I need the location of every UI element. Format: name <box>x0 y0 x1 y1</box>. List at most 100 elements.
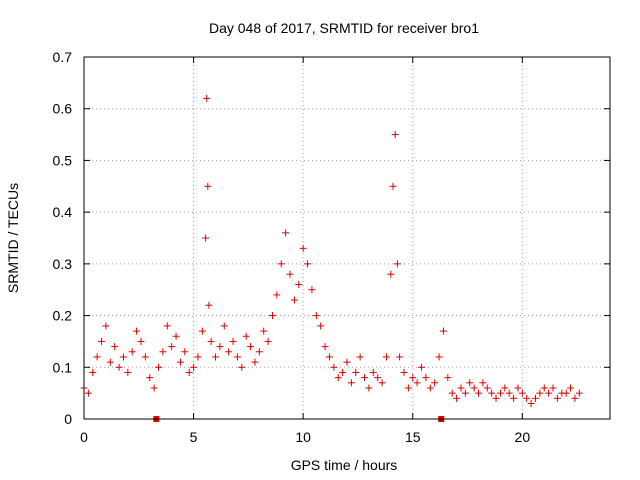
data-point <box>233 353 241 361</box>
data-point <box>389 182 397 190</box>
data-point <box>146 374 154 382</box>
data-point <box>163 322 171 330</box>
tick-layer: 0 0.1 0.2 0.3 0.4 0.5 0.6 0.7 0 5 10 15 20 <box>53 49 610 445</box>
data-point <box>382 353 390 361</box>
plot-frame <box>83 56 611 420</box>
data-point <box>553 394 561 402</box>
data-point <box>435 353 443 361</box>
data-point <box>431 379 439 387</box>
data-point <box>176 358 184 366</box>
data-point <box>299 244 307 252</box>
data-point <box>115 363 123 371</box>
data-point <box>106 358 114 366</box>
data-point <box>150 384 158 392</box>
data-point <box>205 301 213 309</box>
data-point <box>220 322 228 330</box>
data-point <box>168 343 176 351</box>
data-point <box>242 332 250 340</box>
data-point <box>479 379 487 387</box>
data-point <box>304 260 312 268</box>
data-point <box>562 389 570 397</box>
data-point <box>470 384 478 392</box>
data-point <box>448 389 456 397</box>
data-point <box>185 368 193 376</box>
y-tick-label: 0.4 <box>53 204 73 220</box>
data-point <box>238 363 246 371</box>
data-point <box>133 327 141 335</box>
y-tick-label: 0.3 <box>53 256 73 272</box>
data-point <box>365 384 373 392</box>
data-point <box>352 368 360 376</box>
y-tick-label: 0 <box>64 411 72 427</box>
x-tick-label: 10 <box>295 429 311 445</box>
data-point <box>343 358 351 366</box>
data-point <box>98 337 106 345</box>
data-point <box>510 394 518 402</box>
data-point <box>102 322 110 330</box>
data-point <box>461 389 469 397</box>
y-tick-label: 0.7 <box>53 49 73 65</box>
data-point <box>290 296 298 304</box>
data-point <box>536 389 544 397</box>
data-point <box>198 327 206 335</box>
data-point <box>418 363 426 371</box>
data-point <box>247 343 255 351</box>
data-point <box>457 384 465 392</box>
data-point <box>202 234 210 242</box>
data-point <box>159 348 167 356</box>
data-point <box>496 389 504 397</box>
data-point <box>124 368 132 376</box>
data-point <box>483 384 491 392</box>
y-tick-label: 0.2 <box>53 308 73 324</box>
data-point <box>216 343 224 351</box>
data-point <box>575 389 583 397</box>
data-point <box>111 343 119 351</box>
data-point <box>400 368 408 376</box>
data-point <box>439 327 447 335</box>
data-point <box>444 374 452 382</box>
data-point <box>212 353 219 361</box>
data-point <box>567 384 575 392</box>
data-point <box>308 286 316 294</box>
data-point <box>268 312 276 320</box>
data-point <box>356 353 364 361</box>
data-point <box>347 379 355 387</box>
data-point <box>141 353 149 361</box>
data-point <box>251 358 259 366</box>
x-tick-label: 0 <box>80 429 88 445</box>
chart-title: Day 048 of 2017, SRMTID for receiver bro… <box>209 20 479 36</box>
y-axis-label: SRMTID / TECUs <box>5 183 21 293</box>
data-point <box>312 312 320 320</box>
data-point <box>475 389 482 397</box>
data-point <box>89 368 97 376</box>
data-point <box>422 374 430 382</box>
x-tick-label: 5 <box>190 429 198 445</box>
data-point <box>128 348 136 356</box>
data-point <box>505 389 513 397</box>
data-point <box>137 337 145 345</box>
data-point <box>426 384 434 392</box>
data-point <box>571 394 579 402</box>
data-point <box>321 343 329 351</box>
data-point <box>93 353 101 361</box>
data-point <box>330 363 338 371</box>
data-point <box>391 131 399 139</box>
data-point <box>334 374 342 382</box>
data-point <box>514 384 522 392</box>
data-point <box>393 260 401 268</box>
data-point <box>531 394 539 402</box>
data-point <box>527 399 535 407</box>
data-point <box>413 379 421 387</box>
data-point <box>190 363 198 371</box>
data-point <box>225 348 233 356</box>
data-point <box>207 337 215 345</box>
data-point <box>549 384 557 392</box>
data-point <box>361 374 369 382</box>
data-point <box>204 182 212 190</box>
data-point <box>273 291 281 299</box>
data-point <box>286 270 294 278</box>
data-point <box>540 384 548 392</box>
data-point <box>260 327 268 335</box>
